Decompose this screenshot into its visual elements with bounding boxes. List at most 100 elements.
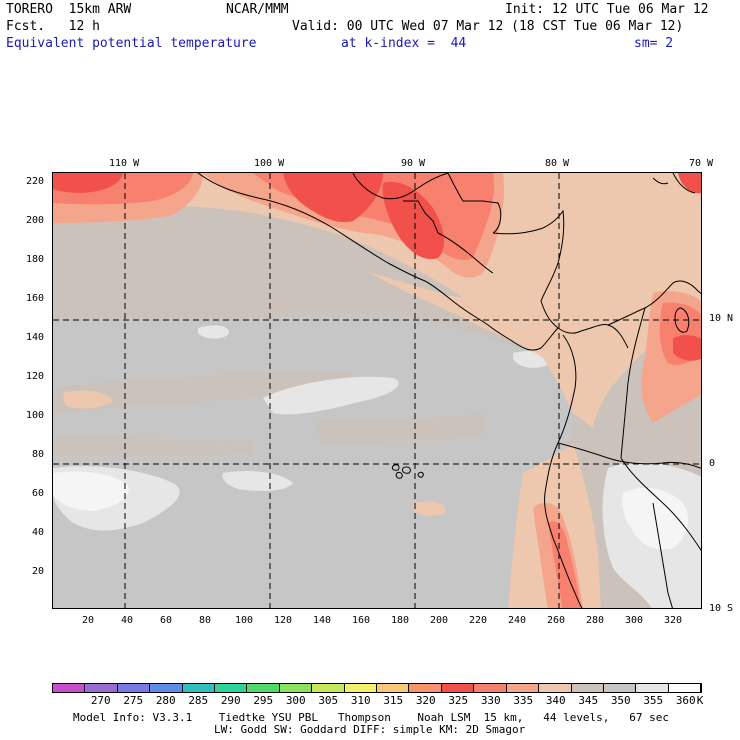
- y-tick-20: 20: [31, 566, 44, 577]
- colorbar-swatch: [539, 684, 572, 692]
- colorbar-label: 270: [90, 694, 111, 707]
- colorbar-label: 340: [545, 694, 566, 707]
- colorbar-label: 305: [318, 694, 339, 707]
- lon-label-110w: 110 W: [109, 158, 140, 169]
- x-tick-100: 100: [235, 615, 254, 626]
- x-tick-320: 320: [664, 615, 683, 626]
- x-tick-300: 300: [625, 615, 644, 626]
- y-tick-180: 180: [25, 254, 44, 265]
- colorbar-swatch: [474, 684, 507, 692]
- colorbar-unit: K: [696, 694, 704, 707]
- coastline-caribbean: [607, 280, 701, 326]
- field-360-patch-1: [263, 376, 399, 415]
- y-tick-220: 220: [25, 176, 44, 187]
- colorbar-label: 295: [253, 694, 274, 707]
- colorbar-label: 360: [675, 694, 696, 707]
- colorbar-swatch: [150, 684, 183, 692]
- colorbar-label: 300: [285, 694, 306, 707]
- x-tick-20: 20: [82, 615, 95, 626]
- coastline-mexico: [197, 173, 459, 306]
- colorbar-label: 350: [610, 694, 631, 707]
- x-tick-120: 120: [274, 615, 293, 626]
- lon-label-90w: 90 W: [401, 158, 426, 169]
- y-tick-200: 200: [25, 215, 44, 226]
- center-label: NCAR/MMM: [226, 2, 289, 17]
- galapagos-2: [402, 466, 411, 474]
- coastline-ne-islands: [652, 173, 696, 194]
- lon-label-80w: 80 W: [545, 158, 570, 169]
- model-title: TORERO 15km ARW: [6, 2, 132, 17]
- colorbar-swatch: [215, 684, 248, 692]
- colorbar-swatch: [506, 684, 540, 692]
- colorbar-swatch: [571, 684, 604, 692]
- border-ca-internal: [437, 232, 494, 274]
- field-350-band-2: [313, 413, 483, 443]
- y-tick-120: 120: [25, 371, 44, 382]
- colorbar-label: 345: [578, 694, 599, 707]
- border-colombia-venezuela: [620, 307, 646, 459]
- border-peru-bolivia: [652, 502, 673, 608]
- field-350-north-2: [53, 257, 183, 279]
- y-tick-40: 40: [31, 527, 44, 538]
- field-345-blob-south: [413, 501, 446, 516]
- x-tick-140: 140: [313, 615, 332, 626]
- colorbar-swatch: [117, 684, 151, 692]
- colorbar-swatch: [344, 684, 378, 692]
- field-350-band-3: [53, 437, 253, 456]
- colorbar-label: 290: [220, 694, 241, 707]
- field-360-patch-8: [222, 471, 293, 491]
- coastline-lake-maracaibo: [674, 307, 690, 333]
- field-345-north: [53, 173, 701, 428]
- field-345-west-blob: [63, 390, 113, 409]
- galapagos-1: [391, 464, 400, 471]
- field-330-nw: [53, 173, 123, 193]
- field-330-mexico: [283, 173, 383, 223]
- galapagos-4: [417, 471, 424, 478]
- colorbar-swatch: [636, 684, 669, 692]
- physics-info: LW: Godd SW: Goddard DIFF: simple KM: 2D…: [214, 723, 526, 736]
- field-350-band: [53, 371, 353, 413]
- y-tick-140: 140: [25, 332, 44, 343]
- lon-label-70w: 70 W: [689, 158, 714, 169]
- lat-label-10n: 10 N: [709, 313, 734, 324]
- init-time: Init: 12 UTC Tue 06 Mar 12: [505, 2, 709, 17]
- colorbar-swatch: [279, 684, 313, 692]
- y-tick-60: 60: [31, 488, 44, 499]
- border-peru-brazil: [620, 457, 701, 551]
- lon-label-100w: 100 W: [254, 158, 285, 169]
- y-tick-80: 80: [31, 449, 44, 460]
- colorbar-swatch: [85, 684, 118, 692]
- coastline-gulf: [352, 173, 449, 200]
- x-tick-40: 40: [121, 615, 134, 626]
- field-name: Equivalent potential temperature: [6, 36, 257, 51]
- colorbar-swatch: [441, 684, 475, 692]
- colorbar-swatch: [603, 684, 637, 692]
- field-330-ne-corner: [678, 173, 701, 194]
- x-tick-260: 260: [547, 615, 566, 626]
- graticule: [53, 173, 701, 608]
- field-360-patch-5: [53, 471, 129, 511]
- border-mex-guat: [403, 200, 439, 234]
- lat-label-10s: 10 S: [709, 603, 734, 614]
- smoothing-label: sm= 2: [634, 36, 674, 51]
- colorbar-label: 275: [123, 694, 144, 707]
- map-svg: [53, 173, 701, 608]
- x-tick-280: 280: [586, 615, 605, 626]
- coastline-panama: [540, 300, 629, 349]
- colorbar: [52, 683, 702, 693]
- colorbar-swatch: [182, 684, 216, 692]
- x-tick-220: 220: [469, 615, 488, 626]
- field-350-north-inner: [53, 205, 463, 298]
- colorbar-label: 310: [350, 694, 371, 707]
- colorbar-label: 330: [480, 694, 501, 707]
- colorbar-label: 280: [155, 694, 176, 707]
- forecast-hour: Fcst. 12 h: [6, 19, 100, 34]
- x-tick-60: 60: [160, 615, 173, 626]
- coastline-costarica: [457, 304, 559, 351]
- colorbar-label: 285: [188, 694, 209, 707]
- field-330-venezuela: [673, 335, 701, 361]
- galapagos-3: [395, 472, 403, 479]
- x-tick-200: 200: [430, 615, 449, 626]
- coastline-yucatan: [447, 173, 502, 234]
- y-tick-160: 160: [25, 293, 44, 304]
